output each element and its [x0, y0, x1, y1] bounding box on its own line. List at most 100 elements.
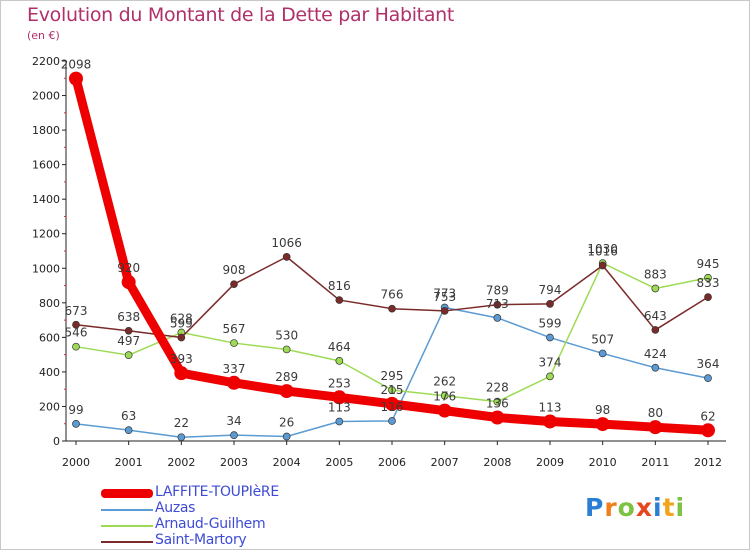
data-label-auzas: 507	[591, 332, 614, 346]
data-point-arnaud-guilhem	[282, 345, 291, 354]
data-label-arnaud-guilhem: 295	[381, 369, 404, 383]
y-tick-label: 0	[53, 435, 60, 448]
axes: 0 200 400 600 800 1000 1200 1400 1600 1800 2000 220…	[32, 55, 726, 469]
data-point-auzas	[704, 374, 712, 382]
x-tick-label: 2011	[641, 456, 669, 469]
x-tick-label: 2012	[694, 456, 722, 469]
logo-letter: o	[617, 493, 636, 522]
data-point-auzas	[546, 333, 554, 342]
x-tick-label: 2009	[536, 456, 564, 469]
data-label-auzas: 99	[68, 403, 83, 417]
data-point-laffite-toupiere	[69, 71, 83, 86]
x-tick-label: 2001	[115, 456, 143, 469]
data-point-saint-martory	[651, 326, 660, 334]
data-label-saint-martory: 673	[65, 304, 88, 318]
data-label-arnaud-guilhem: 945	[697, 257, 720, 271]
data-point-auzas	[598, 349, 607, 358]
series-lines	[69, 71, 715, 442]
data-point-saint-martory	[440, 307, 449, 315]
data-point-laffite-toupiere	[332, 390, 347, 405]
data-label-arnaud-guilhem: 883	[644, 267, 667, 281]
data-label-arnaud-guilhem: 530	[275, 328, 298, 342]
data-label-auzas: 34	[226, 414, 241, 428]
data-point-auzas	[230, 431, 238, 439]
data-label-saint-martory: 1066	[271, 236, 302, 250]
legend-swatch-saint-martory	[101, 541, 153, 543]
data-label-laffite-toupiere: 920	[117, 261, 140, 275]
legend-label-saint-martory: Saint-Martory	[155, 532, 247, 548]
data-point-auzas	[388, 417, 396, 425]
data-label-auzas: 116	[381, 400, 404, 414]
data-point-arnaud-guilhem	[440, 391, 449, 400]
legend-label-laffite: LAFFITE-TOUPIèRE	[155, 484, 279, 500]
data-label-arnaud-guilhem: 546	[65, 326, 88, 340]
data-point-arnaud-guilhem	[124, 351, 133, 360]
y-tick-label: 1800	[32, 124, 60, 137]
legend-label-arnaud-guilhem: Arnaud-Guilhem	[155, 516, 266, 532]
x-tick-label: 2005	[325, 456, 353, 469]
proxiti-logo: Proxiti	[585, 493, 685, 522]
logo-letter: t	[662, 493, 676, 522]
data-label-saint-martory: 794	[539, 283, 562, 297]
data-point-auzas	[282, 432, 291, 441]
y-tick-label: 800	[39, 297, 60, 310]
data-point-arnaud-guilhem	[335, 357, 344, 365]
data-label-laffite-toupiere: 176	[433, 390, 456, 404]
data-point-laffite-toupiere	[595, 417, 610, 432]
data-label-auzas: 26	[279, 416, 294, 430]
data-point-arnaud-guilhem	[388, 386, 396, 394]
y-tick-label: 2200	[32, 55, 60, 68]
data-point-saint-martory	[598, 261, 607, 270]
x-tick-label: 2004	[273, 456, 301, 469]
logo-letter: r	[604, 493, 618, 522]
data-point-laffite-toupiere	[279, 384, 294, 399]
data-point-laffite-toupiere	[490, 410, 505, 425]
logo-letter: i	[653, 493, 663, 522]
data-point-saint-martory	[177, 333, 186, 342]
data-point-saint-martory	[230, 280, 238, 289]
data-point-saint-martory	[335, 296, 344, 304]
data-point-arnaud-guilhem	[704, 273, 712, 282]
data-label-auzas: 713	[486, 297, 509, 311]
data-label-auzas: 773	[433, 286, 456, 300]
data-label-saint-martory: 816	[328, 279, 351, 293]
data-point-saint-martory	[124, 326, 133, 335]
data-label-arnaud-guilhem: 374	[539, 355, 562, 369]
data-point-laffite-toupiere	[437, 403, 452, 418]
data-label-saint-martory: 908	[223, 263, 246, 277]
x-tick-label: 2008	[483, 456, 511, 469]
data-point-saint-martory	[72, 320, 80, 329]
data-point-arnaud-guilhem	[230, 339, 238, 347]
data-label-saint-martory: 789	[486, 284, 509, 298]
data-point-laffite-toupiere	[227, 375, 241, 390]
data-label-saint-martory: 1016	[587, 245, 618, 259]
data-label-arnaud-guilhem: 497	[117, 334, 140, 348]
y-tick-label: 200	[39, 400, 60, 413]
data-label-saint-martory: 833	[697, 276, 720, 290]
x-tick-label: 2006	[378, 456, 406, 469]
y-tick-label: 2000	[32, 90, 60, 103]
y-tick-label: 1400	[32, 193, 60, 206]
data-point-laffite-toupiere	[701, 423, 715, 438]
data-point-arnaud-guilhem	[72, 342, 80, 351]
data-label-arnaud-guilhem: 464	[328, 340, 351, 354]
data-point-laffite-toupiere	[174, 366, 189, 381]
data-label-arnaud-guilhem: 262	[433, 375, 456, 389]
data-point-laffite-toupiere	[543, 414, 557, 429]
data-label-arnaud-guilhem: 1030	[587, 242, 618, 256]
data-label-auzas: 113	[328, 400, 351, 414]
data-label-saint-martory: 766	[381, 288, 404, 302]
legend-swatch-auzas	[101, 509, 153, 511]
data-label-saint-martory: 643	[644, 309, 667, 323]
data-point-auzas	[177, 433, 186, 442]
x-tick-label: 2010	[589, 456, 617, 469]
logo-letter: P	[585, 493, 605, 522]
data-point-auzas	[124, 426, 133, 434]
data-label-laffite-toupiere: 98	[595, 403, 610, 417]
data-point-saint-martory	[282, 253, 291, 261]
data-label-saint-martory: 638	[117, 310, 140, 324]
data-point-laffite-toupiere	[385, 396, 399, 411]
data-point-arnaud-guilhem	[493, 397, 502, 406]
data-point-arnaud-guilhem	[546, 372, 554, 381]
